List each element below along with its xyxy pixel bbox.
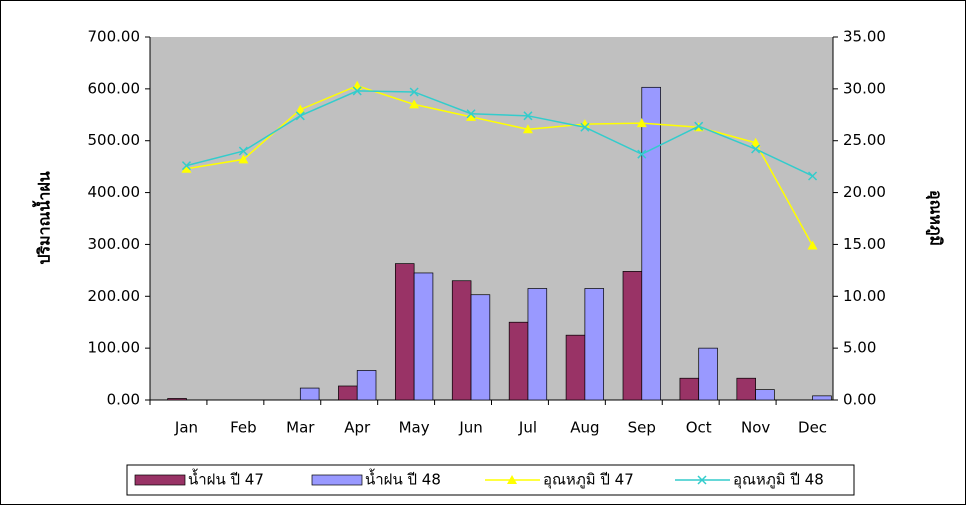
- bar: [168, 398, 187, 400]
- bar: [414, 273, 433, 400]
- y2-tick-label: 35.00: [843, 28, 886, 46]
- y-tick-label: 700.00: [88, 28, 141, 46]
- bar: [357, 370, 376, 400]
- bar: [737, 378, 756, 400]
- bar: [813, 396, 832, 400]
- x-tick-label: Jun: [458, 419, 482, 437]
- y-tick-label: 200.00: [88, 287, 141, 305]
- chart: ปริมาณน้ำฝน อุณหภูมิ 0.00 100.00 200.00 300…: [0, 0, 966, 505]
- x-tick-label: May: [399, 419, 430, 437]
- legend-label: อุณหภูมิ ปี 47: [543, 471, 634, 490]
- legend-label: อุณหภูมิ ปี 48: [733, 471, 824, 490]
- y-tick-label: 400.00: [88, 183, 141, 201]
- x-tick-label: Nov: [741, 419, 770, 437]
- x-tick-label: Jan: [174, 419, 198, 437]
- y-tick-label: 500.00: [88, 131, 141, 149]
- bar: [528, 289, 547, 400]
- y2-tick-label: 20.00: [843, 183, 886, 201]
- y-axis-title: ปริมาณน้ำฝน: [32, 171, 54, 264]
- bar: [471, 295, 490, 400]
- x-tick-label: Aug: [570, 419, 599, 437]
- legend-label: น้ำฝน ปี 48: [365, 469, 441, 489]
- bar: [756, 390, 775, 400]
- y-tick-label: 100.00: [88, 339, 141, 357]
- y2-tick-label: 5.00: [843, 339, 876, 357]
- bar: [452, 281, 471, 400]
- bar: [566, 335, 585, 400]
- x-tick-label: Sep: [628, 419, 656, 437]
- plot-area: [150, 37, 833, 400]
- y2-axis-title: อุณหภูมิ: [925, 190, 946, 246]
- y2-tick-label: 15.00: [843, 235, 886, 253]
- legend-label: น้ำฝน ปี 47: [188, 469, 264, 489]
- bar: [585, 289, 604, 400]
- bar: [395, 264, 414, 400]
- y-tick-label: 300.00: [88, 235, 141, 253]
- bar: [642, 87, 661, 400]
- y2-tick-label: 30.00: [843, 79, 886, 97]
- x-tick-label: Apr: [344, 419, 371, 437]
- y2-tick-label: 25.00: [843, 131, 886, 149]
- bar: [623, 271, 642, 400]
- x-tick-label: Jul: [518, 419, 537, 437]
- bar: [680, 378, 699, 400]
- legend-swatch: [312, 475, 362, 485]
- bar: [699, 348, 718, 400]
- y2-tick-label: 10.00: [843, 287, 886, 305]
- bar: [300, 388, 319, 400]
- x-tick-label: Oct: [686, 419, 712, 437]
- bar: [509, 322, 528, 400]
- y2-tick-label: 0.00: [843, 391, 876, 409]
- x-tick-label: Mar: [286, 419, 315, 437]
- bar: [338, 386, 357, 400]
- y-tick-label: 600.00: [88, 79, 141, 97]
- x-tick-label: Dec: [798, 419, 827, 437]
- legend-swatch: [135, 475, 185, 485]
- y-tick-label: 0.00: [107, 391, 140, 409]
- x-tick-label: Feb: [230, 419, 257, 437]
